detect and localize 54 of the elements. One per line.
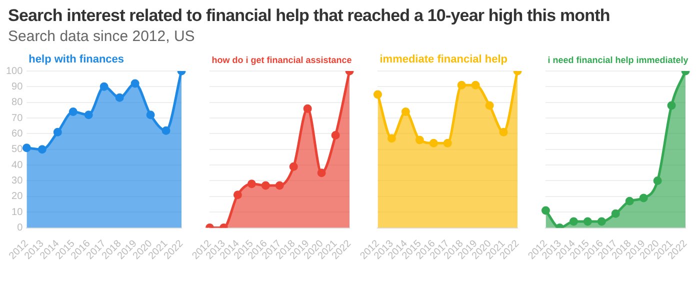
point	[373, 90, 382, 99]
point	[275, 181, 284, 190]
y-tick-label: 80	[12, 97, 24, 108]
point	[53, 128, 62, 136]
series-label: i need financial help immediately	[548, 54, 688, 65]
point	[443, 138, 452, 148]
point	[401, 108, 410, 116]
point	[667, 101, 676, 110]
point	[387, 134, 396, 143]
point	[68, 108, 78, 116]
point	[247, 180, 256, 188]
series-label: immediate financial help	[380, 54, 508, 66]
y-tick-label: 60	[12, 128, 24, 140]
point	[485, 101, 494, 110]
point	[100, 82, 108, 91]
point	[653, 176, 662, 185]
y-tick-label: 30	[12, 176, 24, 186]
point	[84, 110, 93, 120]
y-tick-label: 70	[12, 112, 24, 124]
point	[289, 162, 298, 171]
y-tick-label: 50	[12, 144, 24, 156]
y-tick-label: 10	[12, 206, 24, 218]
series-label: help with finances	[28, 54, 124, 66]
point	[146, 110, 155, 120]
point	[429, 138, 438, 148]
point	[38, 145, 46, 154]
point	[415, 136, 424, 144]
y-tick-label: 20	[12, 191, 24, 202]
point	[569, 217, 578, 226]
point	[611, 209, 620, 218]
point	[457, 80, 466, 90]
series-label: how do i get financial assistance	[212, 54, 352, 65]
point	[541, 206, 550, 215]
point	[625, 196, 634, 206]
point	[597, 217, 606, 226]
chart-subtitle: Search data since 2012, US	[8, 28, 196, 45]
y-tick-label: 0	[17, 222, 24, 234]
point	[317, 168, 326, 178]
point	[331, 131, 340, 140]
point	[471, 80, 480, 90]
point	[499, 128, 508, 136]
y-tick-label: 100	[6, 66, 24, 77]
point	[130, 79, 140, 88]
y-tick-label: 40	[12, 160, 24, 171]
text: Search interest related to financial help that reached a 10-year high this month	[8, 6, 611, 26]
point	[233, 190, 242, 200]
point	[639, 194, 648, 202]
point	[583, 217, 592, 226]
y-tick-label: 90	[12, 81, 24, 92]
point	[303, 104, 312, 113]
point	[261, 181, 270, 190]
point	[22, 144, 31, 152]
point	[162, 126, 170, 135]
point	[115, 93, 124, 102]
